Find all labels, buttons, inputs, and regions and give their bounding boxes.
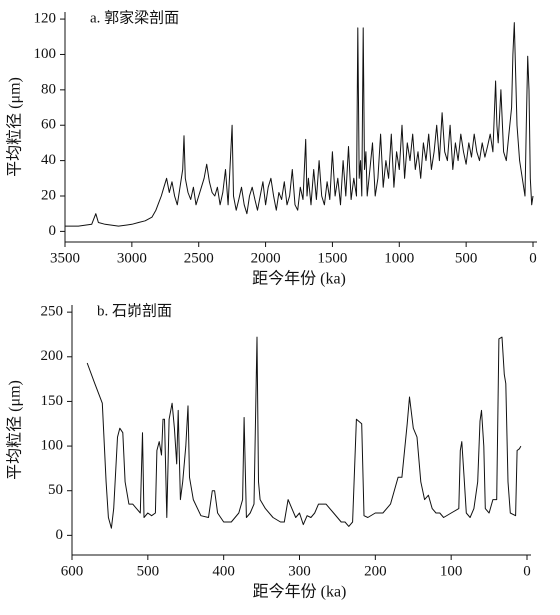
x-tick-label: 300 [288,563,311,579]
y-tick-label: 100 [34,46,57,62]
y-tick-label: 100 [41,438,64,454]
y-tick-label: 250 [41,304,64,320]
y-tick-label: 20 [41,187,56,203]
y-tick-label: 120 [34,11,57,27]
y-tick-label: 0 [56,527,64,543]
y-tick-label: 150 [41,393,64,409]
x-tick-label: 500 [455,250,478,266]
y-tick-label: 50 [48,482,63,498]
x-tick-label: 2000 [251,250,281,266]
x-tick-label: 400 [212,563,235,579]
x-tick-label: 1500 [317,250,347,266]
x-tick-label: 100 [440,563,463,579]
x-tick-label: 200 [364,563,387,579]
chart-title: a. 郭家梁剖面 [90,9,179,26]
x-tick-label: 1000 [384,250,414,266]
x-axis-label: 距今年份 (ka) [252,270,346,288]
x-tick-label: 2500 [184,250,214,266]
y-axis-label: 平均粒径 (μm) [6,77,24,177]
y-tick-label: 60 [41,117,56,133]
x-tick-label: 500 [137,563,160,579]
y-axis-label: 平均粒径 (μm) [6,380,24,480]
x-tick-label: 3000 [117,250,147,266]
x-tick-label: 0 [529,250,537,266]
x-axis-label: 距今年份 (ka) [253,583,347,601]
y-tick-label: 80 [41,81,56,97]
x-tick-label: 3500 [50,250,80,266]
data-line [86,336,522,529]
x-tick-label: 600 [61,563,84,579]
y-tick-label: 40 [41,152,56,168]
chart-title: b. 石峁剖面 [97,302,172,319]
y-tick-label: 0 [49,223,57,239]
y-tick-label: 200 [41,348,64,364]
data-line [65,22,534,227]
x-tick-label: 0 [523,563,531,579]
